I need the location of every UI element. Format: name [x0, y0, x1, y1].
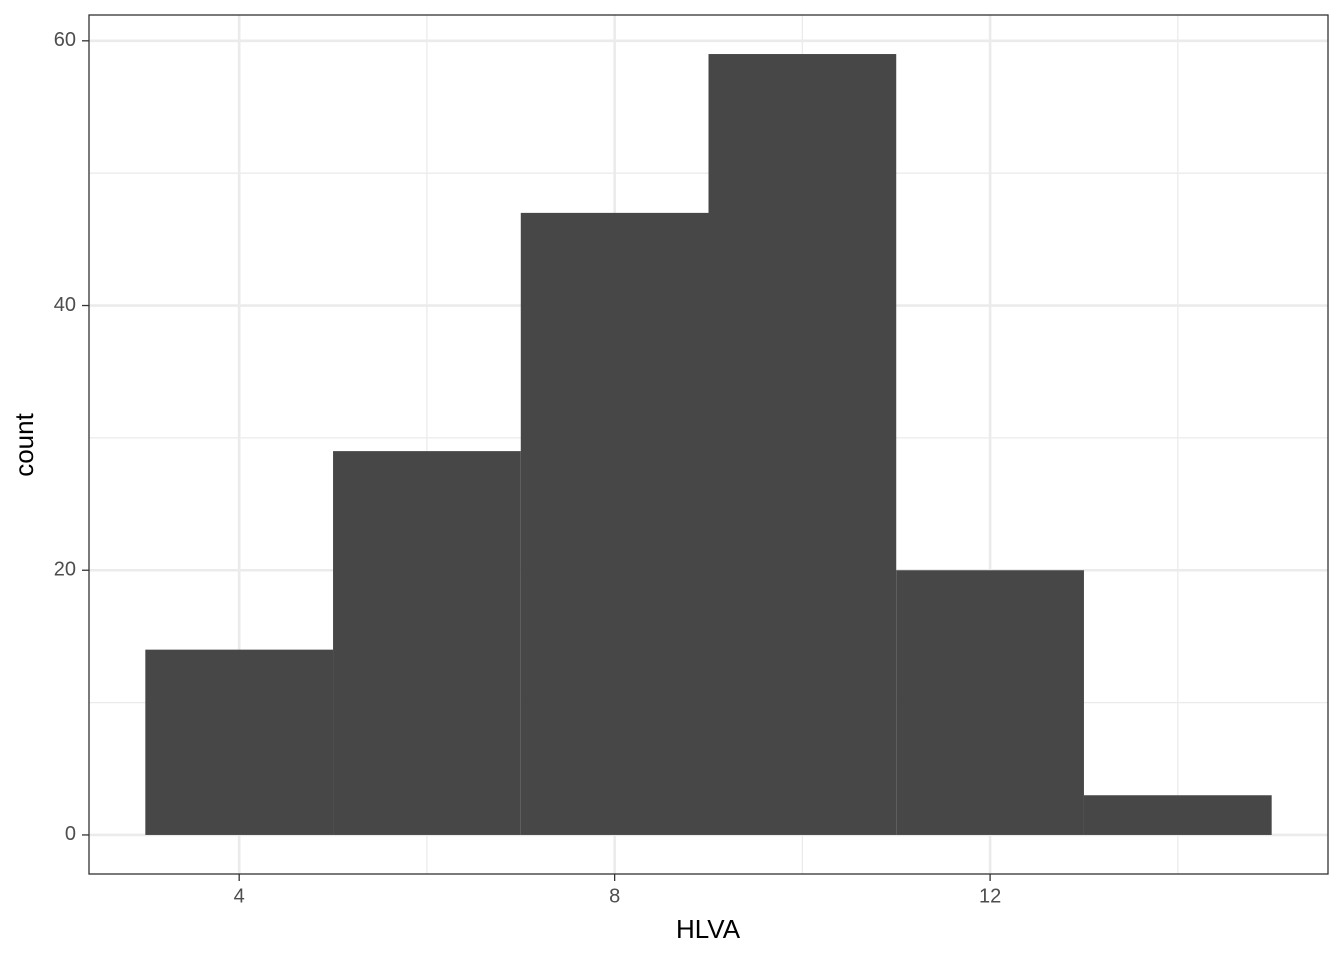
bar: [333, 451, 521, 835]
x-axis-title: HLVA: [676, 914, 741, 944]
y-tick-label: 40: [54, 294, 76, 316]
bar: [708, 54, 897, 835]
bar: [896, 570, 1084, 835]
bar: [1083, 795, 1272, 835]
x-tick-label: 12: [979, 885, 1001, 907]
y-tick-label: 60: [54, 29, 76, 51]
bar: [145, 649, 334, 835]
bar: [520, 212, 709, 835]
y-tick-label: 20: [54, 559, 76, 581]
y-tick-label: 0: [65, 823, 76, 845]
panel-border: [88, 14, 1329, 875]
y-axis-title: count: [9, 412, 39, 476]
x-tick-label: 4: [234, 885, 245, 907]
x-tick-label: 8: [609, 885, 620, 907]
